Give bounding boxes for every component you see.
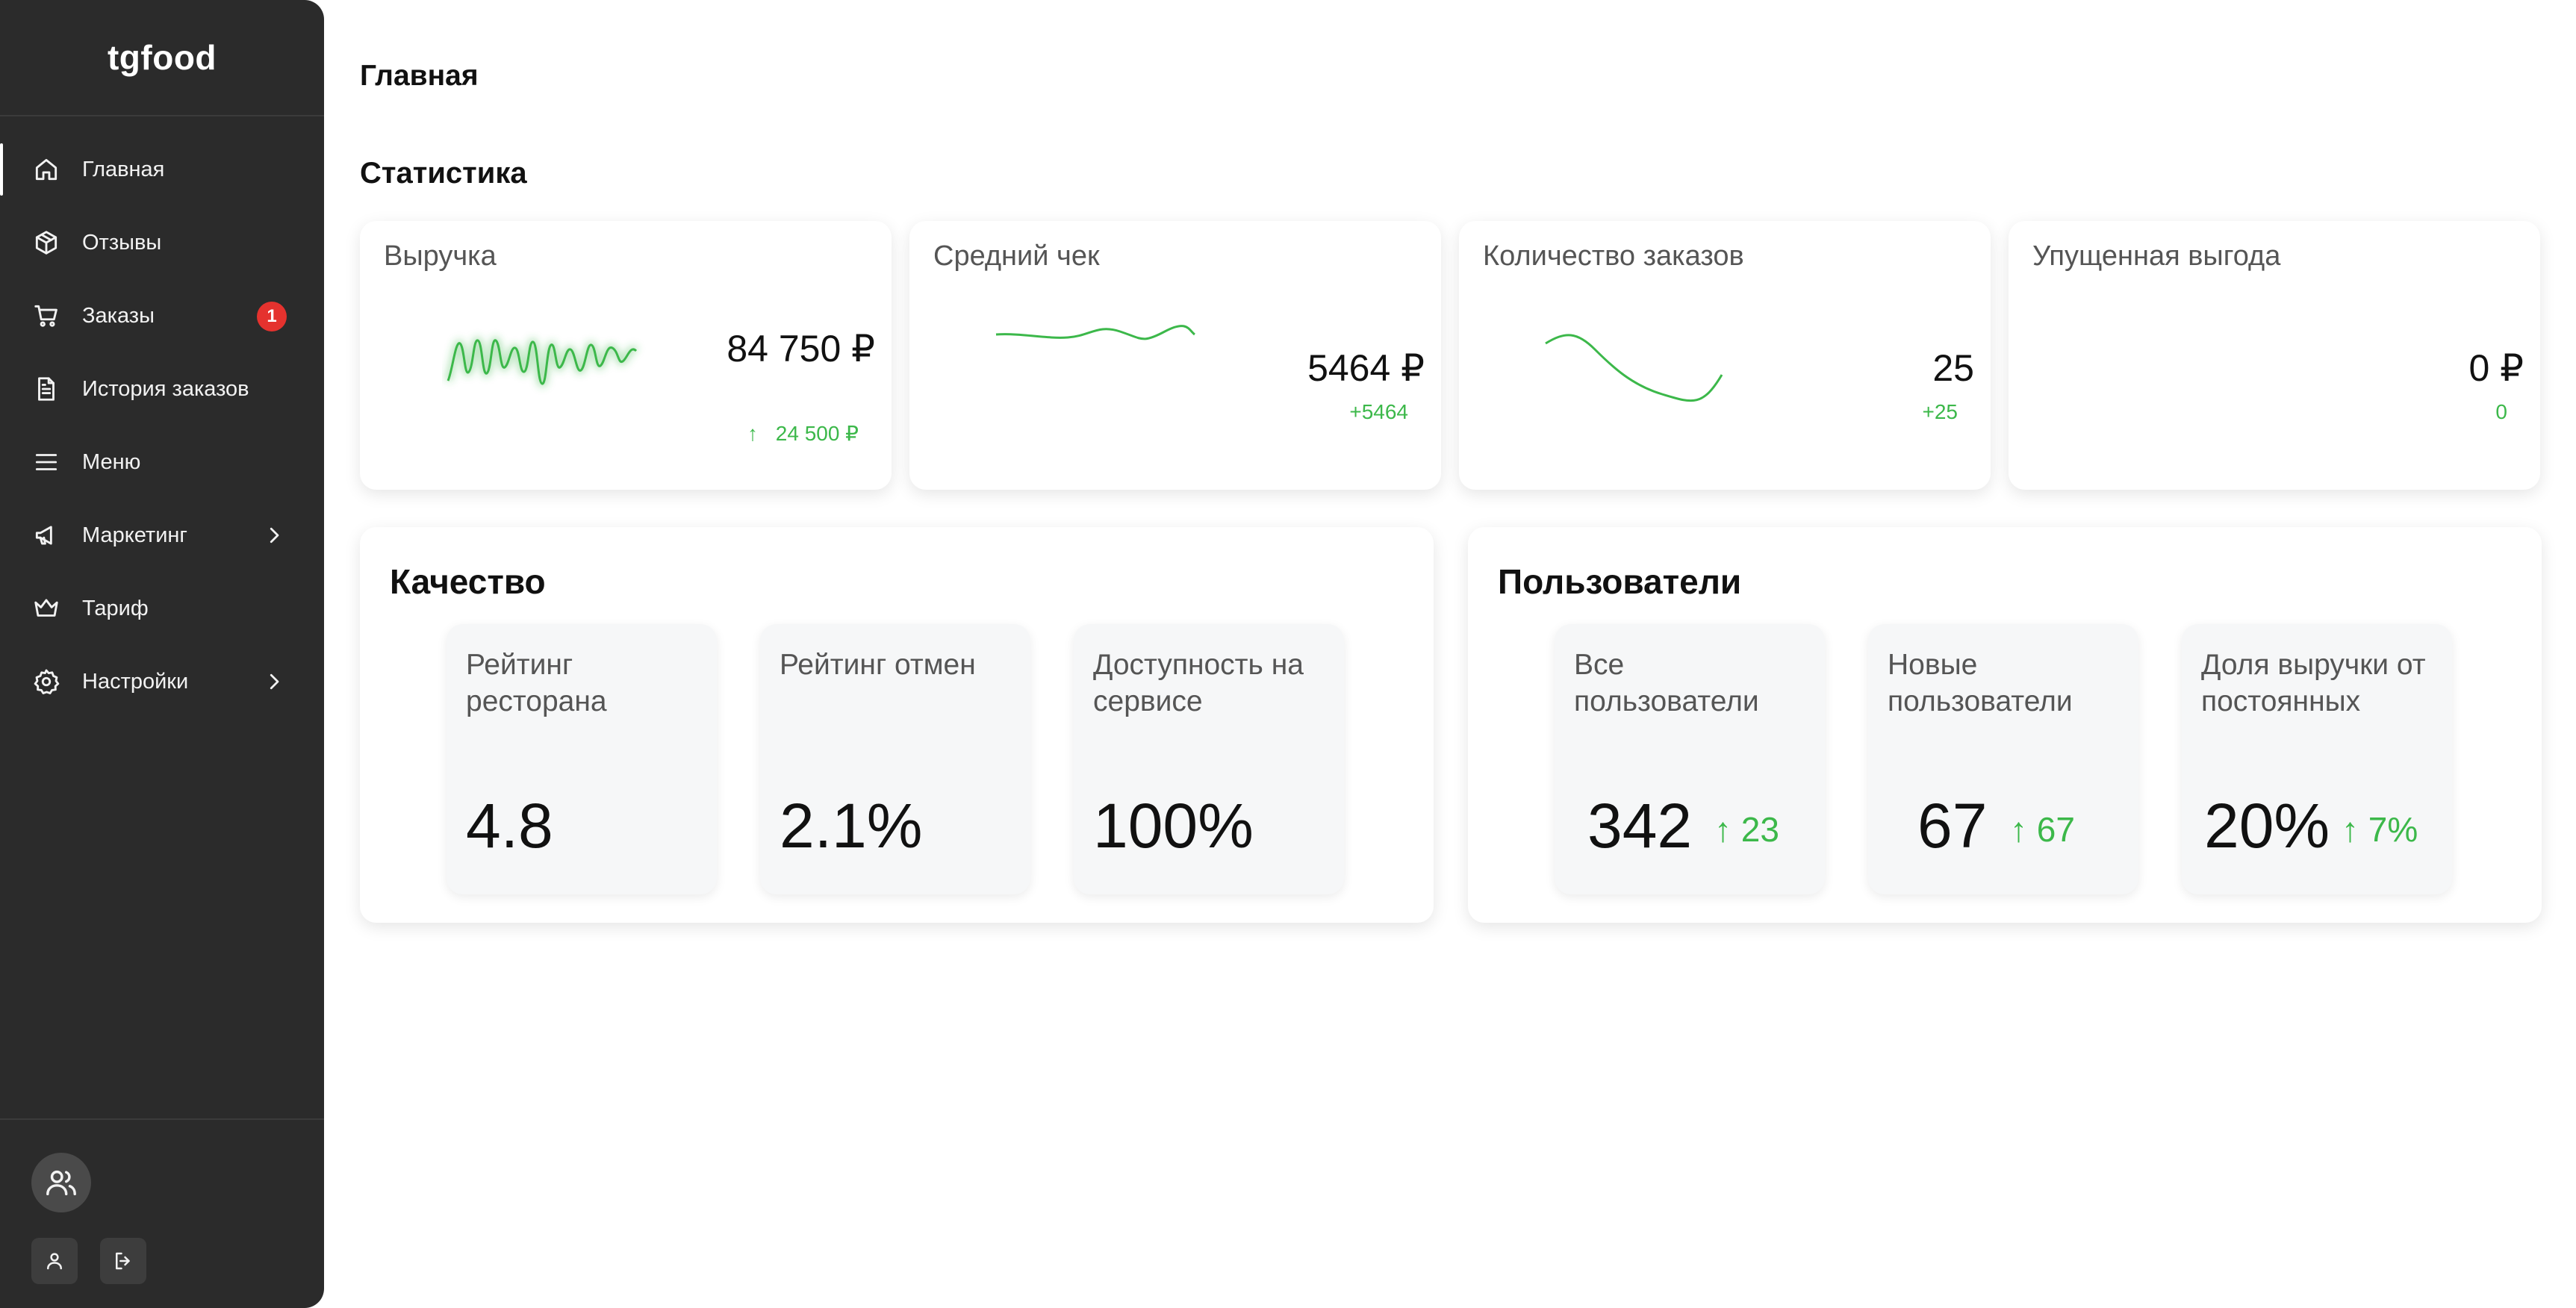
card-delta: +25 [1922,400,1959,423]
sidebar-item-orders[interactable]: Заказы 1 [0,279,324,352]
users-panel: Пользователи Все пользователи 342 ↑ 23 Н… [1468,527,2542,923]
crown-icon [30,592,63,625]
brand-logo[interactable]: tgfood [0,0,324,116]
metric-label: Все пользователи [1574,649,1759,717]
sidebar-item-menu[interactable]: Меню [0,426,324,499]
sidebar: tgfood Главная Отзывы Заказы 1 Истори [0,0,324,1308]
sidebar-item-home[interactable]: Главная [0,133,324,206]
quality-panel: Качество Рейтинг ресторана 4.8 Рейтинг о… [360,527,1434,923]
profile-button[interactable] [31,1238,78,1284]
card-delta: 0 [2495,400,2507,423]
sidebar-item-label: История заказов [82,376,249,401]
revenue-card[interactable]: Выручка 84 750 ₽ ↑ 24 500 ₽ [360,221,892,490]
revenue-sparkline [444,336,639,388]
card-label: Количество заказов [1483,240,1744,272]
sidebar-item-label: Тариф [82,596,149,620]
card-value: 0 ₽ [2468,347,2524,389]
arrow-up-icon: ↑ [747,422,758,445]
restaurant-rating-card[interactable]: Рейтинг ресторана 4.8 [447,624,717,894]
metric-value: 4.8 [466,791,553,861]
home-icon [30,153,63,186]
availability-card[interactable]: Доступность на сервисе 100% [1074,624,1344,894]
metric-label: Рейтинг ресторана [466,649,607,717]
card-label: Упущенная выгода [2032,240,2281,272]
statistics-title: Статистика [360,157,527,190]
gear-icon [30,665,63,698]
metric-value: 342 [1587,791,1693,861]
sidebar-item-label: Отзывы [82,230,162,255]
chevron-right-icon[interactable] [263,670,285,693]
logout-button[interactable] [100,1238,146,1284]
menu-icon [30,446,63,479]
sidebar-item-tariff[interactable]: Тариф [0,572,324,645]
profile-icon [43,1250,66,1272]
megaphone-icon [30,519,63,552]
document-icon [30,373,63,405]
box-icon [30,226,63,259]
lost-profit-card[interactable]: Упущенная выгода 0 ₽ 0 [2009,221,2540,490]
new-users-card[interactable]: Новые пользователи 67 ↑ 67 [1868,624,2138,894]
metric-delta: ↑ 23 [1714,810,1779,849]
metric-label: Рейтинг отмен [780,649,976,681]
card-label: Средний чек [933,240,1100,272]
sidebar-item-label: Настройки [82,669,189,694]
sidebar-item-label: Меню [82,449,141,474]
sidebar-item-reviews[interactable]: Отзывы [0,206,324,279]
metric-value: 100% [1093,791,1254,861]
card-label: Выручка [384,240,497,272]
metric-value: 2.1% [780,791,923,861]
sidebar-item-order-history[interactable]: История заказов [0,352,324,426]
sidebar-item-settings[interactable]: Настройки [0,645,324,718]
brand-name: tgfood [107,38,217,77]
metric-label: Доступность на сервисе [1093,649,1304,717]
cancel-rating-card[interactable]: Рейтинг отмен 2.1% [760,624,1030,894]
users-icon[interactable] [31,1153,91,1212]
card-delta: +5464 [1349,400,1408,423]
sidebar-footer [0,1118,324,1308]
sidebar-item-label: Маркетинг [82,523,187,547]
all-users-card[interactable]: Все пользователи 342 ↑ 23 [1555,624,1825,894]
average-check-sparkline [995,325,1195,340]
card-value: 25 [1932,347,1974,389]
sidebar-nav: Главная Отзывы Заказы 1 История заказов [0,116,324,718]
sidebar-item-label: Заказы [82,303,155,328]
page-title: Главная [360,60,479,92]
orders-count-card[interactable]: Количество заказов 25 +25 [1459,221,1991,490]
metric-delta: ↑ 7% [2342,810,2418,849]
cart-icon [30,299,63,332]
chevron-right-icon[interactable] [263,524,285,546]
orders-count-sparkline [1545,334,1723,402]
card-value: 5464 ₽ [1307,347,1425,389]
logout-icon [112,1250,134,1272]
metric-value: 67 [1917,791,1988,861]
panel-title: Качество [390,562,546,601]
panel-title: Пользователи [1498,562,1742,601]
orders-count-badge: 1 [257,302,287,331]
average-check-card[interactable]: Средний чек 5464 ₽ +5464 [909,221,1441,490]
card-delta: ↑ 24 500 ₽ [747,422,859,445]
sidebar-item-marketing[interactable]: Маркетинг [0,499,324,572]
card-value: 84 750 ₽ [727,328,875,370]
metric-label: Новые пользователи [1888,649,2073,717]
metric-value: 20% [2204,791,2330,861]
metric-label: Доля выручки от постоянных [2201,649,2426,717]
metric-delta: ↑ 67 [2010,810,2075,849]
sidebar-item-label: Главная [82,157,165,181]
repeat-revenue-share-card[interactable]: Доля выручки от постоянных 20% ↑ 7% [2182,624,2452,894]
